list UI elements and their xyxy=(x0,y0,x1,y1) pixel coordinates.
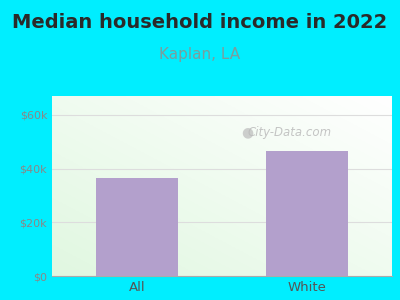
Bar xyxy=(266,151,348,276)
Text: ●: ● xyxy=(242,125,254,139)
Bar xyxy=(96,178,178,276)
Text: Kaplan, LA: Kaplan, LA xyxy=(160,46,240,62)
Text: City-Data.com: City-Data.com xyxy=(248,125,332,139)
Text: Median household income in 2022: Median household income in 2022 xyxy=(12,14,388,32)
